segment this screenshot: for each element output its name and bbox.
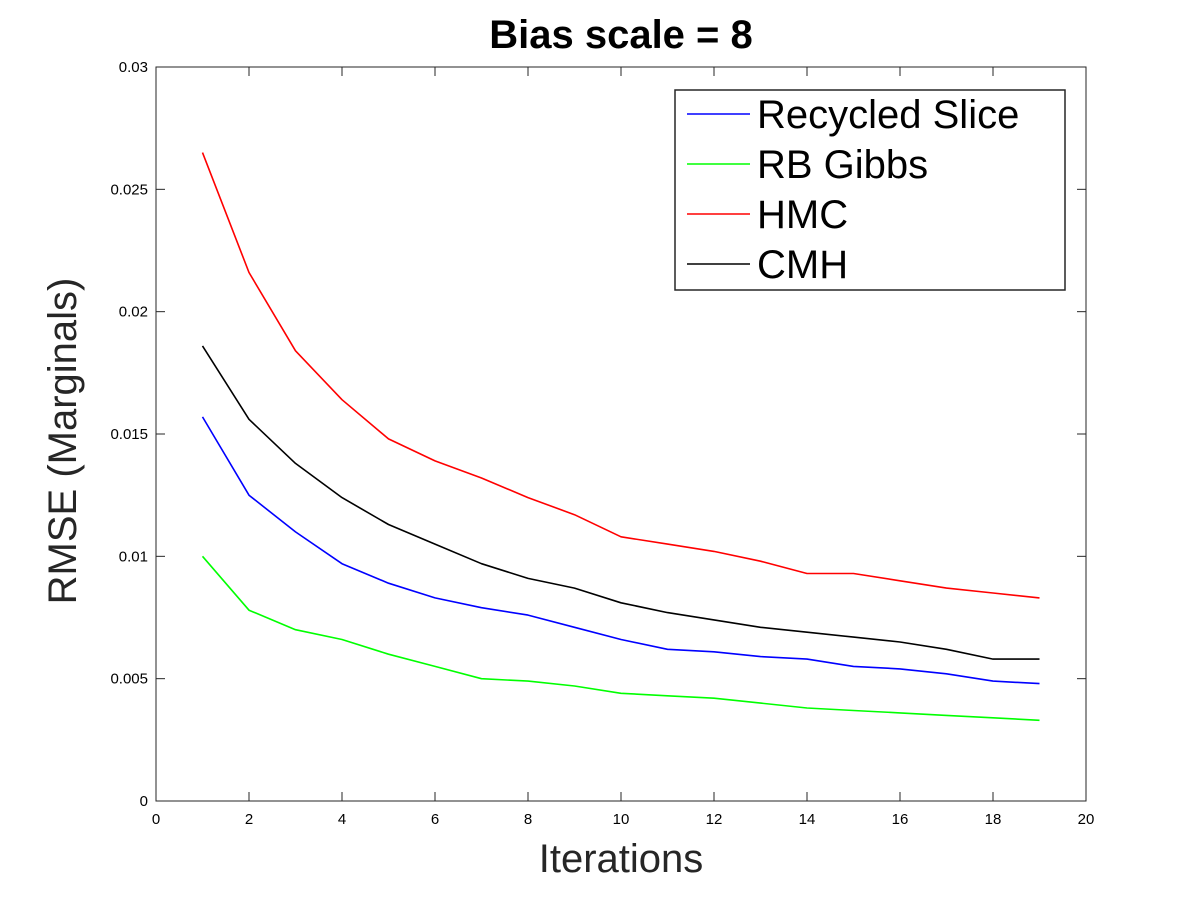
x-tick-label: 6 <box>431 811 439 828</box>
x-tick-label: 18 <box>985 811 1002 828</box>
y-axis-label: RMSE (Marginals) <box>41 278 85 605</box>
legend-box <box>674 89 1066 291</box>
x-axis-tick-labels: 0 2 4 6 8 10 12 14 16 18 20 <box>152 811 1095 828</box>
y-tick-label: 0.01 <box>119 548 148 565</box>
x-tick-label: 4 <box>338 811 346 828</box>
x-tick-label: 14 <box>799 811 816 828</box>
x-tick-label: 12 <box>706 811 723 828</box>
y-tick-label: 0 <box>140 793 148 810</box>
x-tick-label: 16 <box>892 811 909 828</box>
legend-label-hmc: HMC <box>757 193 848 237</box>
y-axis-ticks <box>156 66 1086 802</box>
y-tick-label: 0.025 <box>110 181 148 198</box>
legend-label-recycled-slice: Recycled Slice <box>757 93 1019 137</box>
x-tick-label: 20 <box>1078 811 1095 828</box>
series-line-cmh <box>201 345 1040 660</box>
y-tick-label: 0.005 <box>110 671 148 688</box>
x-tick-label: 0 <box>152 811 160 828</box>
legend-label-rb-gibbs: RB Gibbs <box>757 143 928 187</box>
x-tick-label: 8 <box>524 811 532 828</box>
y-axis-tick-labels: 0 0.005 0.01 0.015 0.02 0.025 0.03 <box>110 59 148 810</box>
series-line-rb-gibbs <box>201 555 1040 722</box>
y-tick-label: 0.015 <box>110 426 148 443</box>
y-tick-label: 0.03 <box>119 59 148 76</box>
x-axis-label: Iterations <box>539 837 704 881</box>
x-tick-label: 2 <box>245 811 253 828</box>
x-tick-label: 10 <box>613 811 630 828</box>
series-lines <box>201 152 1040 722</box>
x-axis-ticks <box>155 67 1087 801</box>
series-line-recycled-slice <box>201 416 1040 685</box>
chart-title: Bias scale = 8 <box>489 13 753 57</box>
legend-label-cmh: CMH <box>757 243 848 287</box>
legend-entries: Recycled Slice RB Gibbs HMC CMH <box>687 93 1019 287</box>
y-tick-label: 0.02 <box>119 304 148 321</box>
series-line-hmc <box>201 152 1040 599</box>
legend: Recycled Slice RB Gibbs HMC CMH <box>674 89 1066 291</box>
